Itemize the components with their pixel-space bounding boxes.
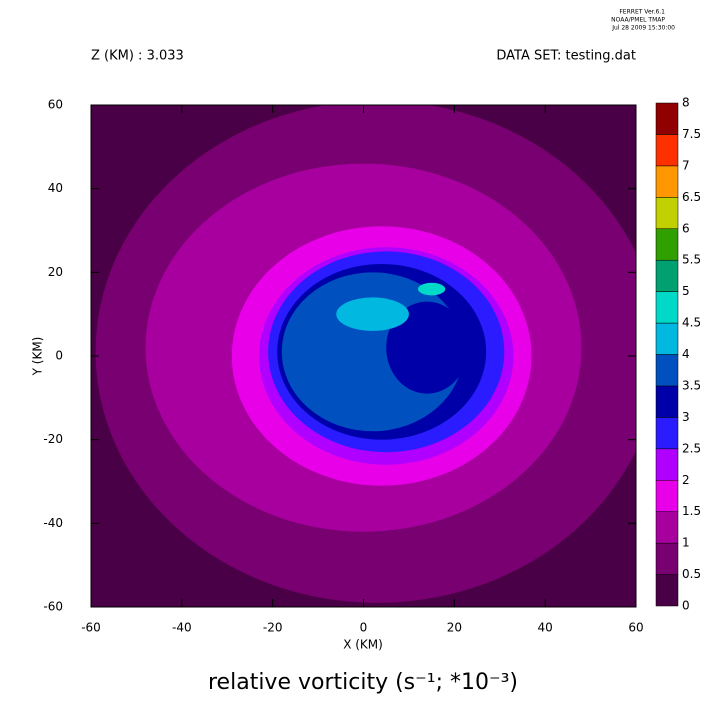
colorbar-label: 3 bbox=[682, 410, 690, 424]
x-label: X (KM) bbox=[343, 638, 383, 652]
x-tick-label: -60 bbox=[81, 621, 101, 635]
colorbar-box bbox=[655, 259, 679, 292]
colorbar-box bbox=[655, 417, 679, 450]
contour-region bbox=[336, 297, 409, 331]
field bbox=[91, 105, 636, 607]
colorbar-label: 6.5 bbox=[682, 190, 701, 204]
colorbar-box bbox=[655, 480, 679, 512]
colorbar-box bbox=[655, 574, 679, 607]
colorbar-label: 3.5 bbox=[682, 378, 701, 392]
x-tick-label: 0 bbox=[360, 621, 368, 635]
colorbar-box bbox=[655, 322, 679, 355]
y-tick-label: 60 bbox=[48, 98, 63, 112]
contour-region bbox=[418, 282, 446, 296]
x-tick-label: 20 bbox=[447, 621, 462, 635]
colorbar-label: 2 bbox=[682, 473, 690, 487]
x-tick-label: 60 bbox=[628, 621, 643, 635]
x-tick-label: -20 bbox=[263, 621, 283, 635]
subtitle-right: DATA SET: testing.dat bbox=[496, 49, 636, 64]
y-tick-label: 40 bbox=[48, 181, 63, 195]
colorbar-label: 7 bbox=[682, 158, 690, 172]
subtitle-left: Z (KM) : 3.033 bbox=[91, 49, 184, 64]
colorbar-box bbox=[655, 228, 679, 261]
colorbar-box bbox=[655, 354, 679, 387]
colorbar-label: 1.5 bbox=[682, 504, 701, 518]
colorbar-label: 6 bbox=[682, 221, 690, 235]
colorbar-box bbox=[655, 385, 679, 418]
y-tick-label: -40 bbox=[43, 516, 63, 530]
y-label: Y (KM) bbox=[31, 337, 45, 377]
colorbar-box bbox=[655, 165, 679, 198]
contour-region bbox=[386, 301, 468, 394]
colorbar-label: 2.5 bbox=[682, 441, 701, 455]
colorbar-box bbox=[655, 134, 679, 167]
date: Jul 28 2009 15:30:00 bbox=[611, 25, 675, 32]
x-tick-label: 40 bbox=[538, 621, 553, 635]
x-tick-label: -40 bbox=[172, 621, 192, 635]
chart-title: relative vorticity (s⁻¹; *10⁻³) bbox=[208, 670, 518, 695]
colorbar-label: 8 bbox=[682, 96, 690, 110]
colorbar-box bbox=[655, 197, 679, 229]
colorbar-label: 7.5 bbox=[682, 127, 701, 141]
colorbar-label: 1 bbox=[682, 536, 690, 550]
colorbar-label: 5 bbox=[682, 284, 690, 298]
program: FERRET Ver.6.1 bbox=[619, 9, 665, 16]
colorbar-box bbox=[655, 102, 679, 135]
org: NOAA/PMEL TMAP bbox=[611, 17, 665, 24]
colorbar-label: 4.5 bbox=[682, 316, 701, 330]
colorbar-box bbox=[655, 291, 679, 324]
colorbar-label: 0 bbox=[682, 599, 690, 613]
colorbar-label: 5.5 bbox=[682, 253, 701, 267]
colorbar-box bbox=[655, 542, 679, 575]
y-tick-label: 20 bbox=[48, 265, 63, 279]
y-tick-label: -60 bbox=[43, 600, 63, 614]
colorbar-box bbox=[655, 511, 679, 544]
colorbar-label: 4 bbox=[682, 347, 690, 361]
colorbar-label: 0.5 bbox=[682, 567, 701, 581]
y-tick-label: 0 bbox=[55, 349, 63, 363]
colorbar-box bbox=[655, 448, 679, 481]
y-tick-label: -20 bbox=[43, 432, 63, 446]
